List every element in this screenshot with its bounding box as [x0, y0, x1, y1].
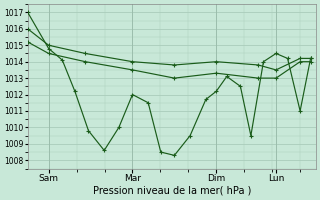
- X-axis label: Pression niveau de la mer( hPa ): Pression niveau de la mer( hPa ): [92, 186, 251, 196]
